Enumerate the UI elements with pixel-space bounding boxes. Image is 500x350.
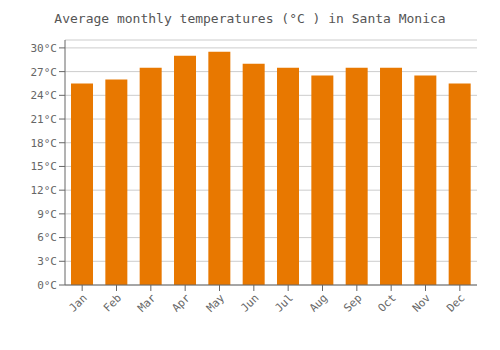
html-text:Average monthly temperatures (: Average monthly temperatures (°C ) in Sa… [54, 11, 446, 26]
svg-text:0°C: 0°C [37, 279, 57, 292]
svg-text:Feb: Feb [101, 291, 124, 314]
svg-text:3°C: 3°C [37, 255, 57, 268]
svg-text:Oct: Oct [376, 291, 399, 314]
svg-text:18°C: 18°C [31, 137, 58, 150]
svg-text:12°C: 12°C [31, 184, 58, 197]
svg-text:May: May [204, 291, 228, 315]
svg-text:9°C: 9°C [37, 208, 57, 221]
svg-text:Apr: Apr [170, 291, 194, 315]
svg-text:24°C: 24°C [31, 89, 58, 102]
svg-text:Jan: Jan [67, 291, 90, 314]
svg-text:21°C: 21°C [31, 113, 58, 126]
svg-text:15°C: 15°C [31, 160, 58, 173]
svg-text:Aug: Aug [307, 291, 330, 314]
svg-text:6°C: 6°C [37, 231, 57, 244]
svg-text:Jun: Jun [238, 291, 261, 314]
svg-text:Mar: Mar [135, 291, 159, 315]
svg-text:27°C: 27°C [31, 66, 58, 79]
svg-text:Jul: Jul [273, 291, 296, 314]
svg-text:Dec: Dec [444, 291, 467, 314]
svg-text:Nov: Nov [410, 291, 434, 315]
svg-text:Sep: Sep [341, 291, 364, 314]
svg-text:30°C: 30°C [31, 42, 58, 55]
